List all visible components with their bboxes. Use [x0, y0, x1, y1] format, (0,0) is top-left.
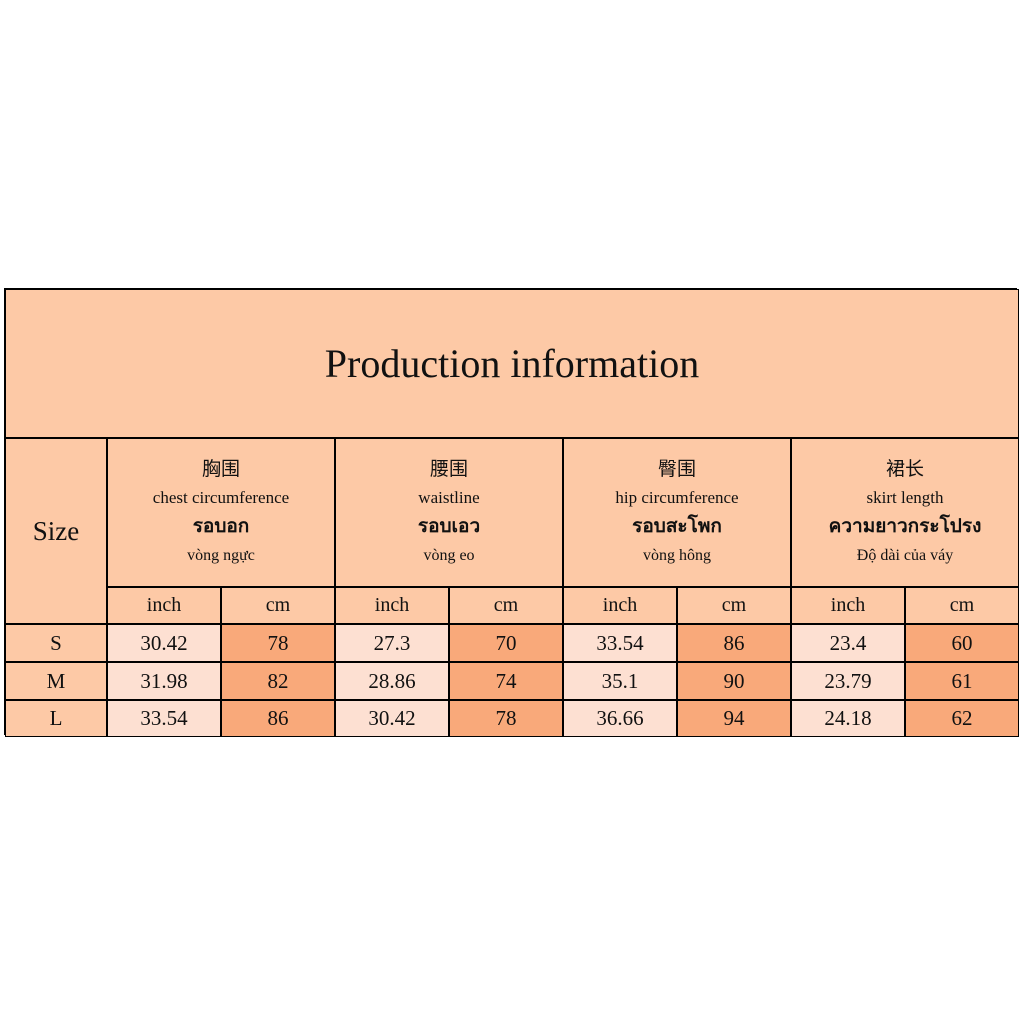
column-header-text: vòng hông — [643, 546, 711, 564]
unit-header: inch — [791, 587, 905, 624]
value-cell: 35.1 — [563, 662, 677, 700]
column-header-text: chest circumference — [152, 487, 290, 507]
title: Production information — [5, 289, 1019, 438]
column-header-text: vòng ngực — [187, 546, 255, 564]
unit-header: cm — [221, 587, 335, 624]
column-header-text: 胸围 — [201, 458, 240, 480]
column-header-text: รอบสะโพก — [632, 515, 722, 537]
column-header: 裙长 skirt length ความยาวกระโปรง Độ dài của v… — [791, 438, 1019, 587]
value-cell-text: 24.18 — [824, 706, 872, 730]
column-header: 腰围 waistline รอบเอว vòng eo — [335, 438, 563, 587]
column-header-text: 裙长 — [885, 458, 924, 480]
column-header-text: 腰围 — [429, 458, 468, 480]
column-header: 胸围 chest circumference รอบอก vòng ngực — [107, 438, 335, 587]
size-cell: M — [5, 662, 107, 700]
value-cell-text: 60 — [951, 630, 973, 655]
unit-header: inch — [563, 587, 677, 624]
value-cell: 23.4 — [791, 624, 905, 662]
value-cell: 82 — [221, 662, 335, 700]
column-header-text: skirt length — [866, 487, 944, 507]
column-header-text: รอบอก — [192, 515, 250, 537]
value-cell: 33.54 — [107, 700, 221, 737]
value-cell-text: 78 — [267, 630, 289, 655]
size-cell-text: L — [49, 706, 63, 730]
value-cell-text: 27.3 — [373, 630, 411, 655]
value-cell-text: 33.54 — [596, 630, 644, 655]
value-cell: 94 — [677, 700, 791, 737]
value-cell-text: 36.66 — [596, 706, 644, 730]
column-header-text: waistline — [418, 487, 480, 507]
column-header-text: 臀围 — [657, 458, 696, 480]
column-header-text: รอบเอว — [417, 515, 481, 537]
unit-header-text: inch — [374, 594, 410, 616]
value-cell: 70 — [449, 624, 563, 662]
unit-header: cm — [905, 587, 1019, 624]
column-header-text: hip circumference — [615, 487, 739, 507]
value-cell: 33.54 — [563, 624, 677, 662]
size-cell: L — [5, 700, 107, 737]
value-cell-text: 31.98 — [140, 668, 188, 693]
value-cell-text: 94 — [723, 706, 745, 730]
value-cell-text: 23.4 — [829, 630, 867, 655]
value-cell: 23.79 — [791, 662, 905, 700]
unit-header-text: cm — [721, 594, 747, 616]
value-cell: 31.98 — [107, 662, 221, 700]
value-cell: 74 — [449, 662, 563, 700]
unit-header-text: inch — [602, 594, 638, 616]
value-cell: 61 — [905, 662, 1019, 700]
unit-header-text: cm — [265, 594, 291, 616]
value-cell: 90 — [677, 662, 791, 700]
value-cell: 60 — [905, 624, 1019, 662]
value-cell: 30.42 — [335, 700, 449, 737]
value-cell-text: 70 — [495, 630, 517, 655]
column-header: 臀围 hip circumference รอบสะโพก vòng hông — [563, 438, 791, 587]
value-cell: 30.42 — [107, 624, 221, 662]
unit-header-text: cm — [949, 594, 975, 616]
value-cell-text: 78 — [495, 706, 517, 730]
value-cell: 86 — [677, 624, 791, 662]
value-cell-text: 23.79 — [824, 668, 872, 693]
value-cell-text: 61 — [951, 668, 973, 693]
value-cell-text: 33.54 — [140, 706, 188, 730]
value-cell-text: 35.1 — [601, 668, 639, 693]
unit-header: cm — [449, 587, 563, 624]
value-cell: 78 — [449, 700, 563, 737]
value-cell: 86 — [221, 700, 335, 737]
value-cell: 36.66 — [563, 700, 677, 737]
value-cell: 27.3 — [335, 624, 449, 662]
value-cell-text: 30.42 — [368, 706, 416, 730]
value-cell: 28.86 — [335, 662, 449, 700]
size-header-text: Size — [32, 515, 80, 546]
column-header-text: vòng eo — [423, 546, 475, 564]
column-header-text: ความยาวกระโปรง — [828, 515, 982, 537]
value-cell-text: 74 — [495, 668, 517, 693]
size-cell-text: M — [46, 668, 66, 693]
value-cell-text: 82 — [267, 668, 289, 693]
unit-header: inch — [335, 587, 449, 624]
value-cell-text: 28.86 — [368, 668, 416, 693]
value-cell-text: 30.42 — [140, 630, 188, 655]
column-header-text: Độ dài của váy — [856, 546, 954, 564]
size-cell: S — [5, 624, 107, 662]
size-cell-text: S — [50, 630, 62, 655]
unit-header-text: cm — [493, 594, 519, 616]
value-cell: 62 — [905, 700, 1019, 737]
value-cell: 24.18 — [791, 700, 905, 737]
size-table: Production information Size 胸围 chest circum… — [4, 288, 1019, 737]
unit-header: inch — [107, 587, 221, 624]
value-cell: 78 — [221, 624, 335, 662]
value-cell-text: 62 — [951, 706, 973, 730]
value-cell-text: 86 — [267, 706, 289, 730]
size-header: Size — [5, 438, 107, 624]
title-text: Production information — [324, 341, 700, 386]
unit-header-text: inch — [146, 594, 182, 616]
value-cell-text: 90 — [723, 668, 745, 693]
unit-header: cm — [677, 587, 791, 624]
value-cell-text: 86 — [723, 630, 745, 655]
unit-header-text: inch — [830, 594, 866, 616]
